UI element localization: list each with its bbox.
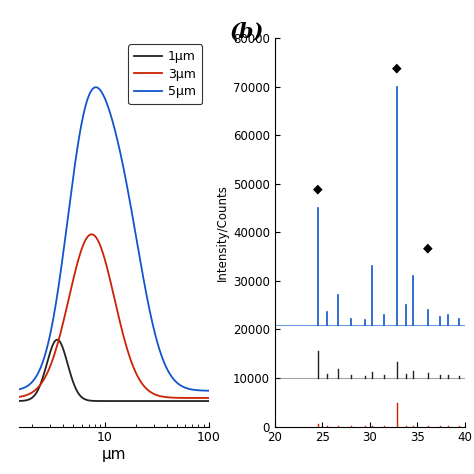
5μm xyxy=(143,289,149,294)
1μm xyxy=(50,343,55,348)
Y-axis label: Intensity/Counts: Intensity/Counts xyxy=(216,184,229,281)
1μm xyxy=(102,398,108,404)
5μm xyxy=(159,354,165,360)
3μm xyxy=(65,301,71,306)
Text: ◆: ◆ xyxy=(423,241,432,254)
3μm xyxy=(128,358,134,364)
Text: (b): (b) xyxy=(230,21,264,41)
3μm xyxy=(102,257,108,263)
1μm xyxy=(160,398,165,404)
Legend: 1μm, 3μm, 5μm: 1μm, 3μm, 5μm xyxy=(128,44,202,104)
1μm xyxy=(128,398,134,404)
3μm xyxy=(89,231,95,237)
1μm xyxy=(16,398,22,404)
Line: 5μm: 5μm xyxy=(19,87,209,391)
3μm xyxy=(206,395,211,401)
5μm xyxy=(93,84,99,90)
1μm xyxy=(206,398,211,404)
X-axis label: μm: μm xyxy=(101,447,126,462)
5μm xyxy=(16,386,22,392)
5μm xyxy=(128,205,134,210)
Text: ◆: ◆ xyxy=(313,183,322,196)
Text: ◆: ◆ xyxy=(392,61,402,74)
5μm xyxy=(206,388,211,393)
3μm xyxy=(159,394,165,400)
Line: 3μm: 3μm xyxy=(19,234,209,398)
1μm xyxy=(145,398,151,404)
1μm xyxy=(65,363,71,368)
5μm xyxy=(102,96,108,102)
5μm xyxy=(65,216,71,222)
1μm xyxy=(143,398,149,404)
5μm xyxy=(50,320,55,326)
3μm xyxy=(143,385,149,391)
1μm xyxy=(55,337,60,343)
3μm xyxy=(50,357,55,363)
Line: 1μm: 1μm xyxy=(19,340,209,401)
3μm xyxy=(16,394,22,400)
